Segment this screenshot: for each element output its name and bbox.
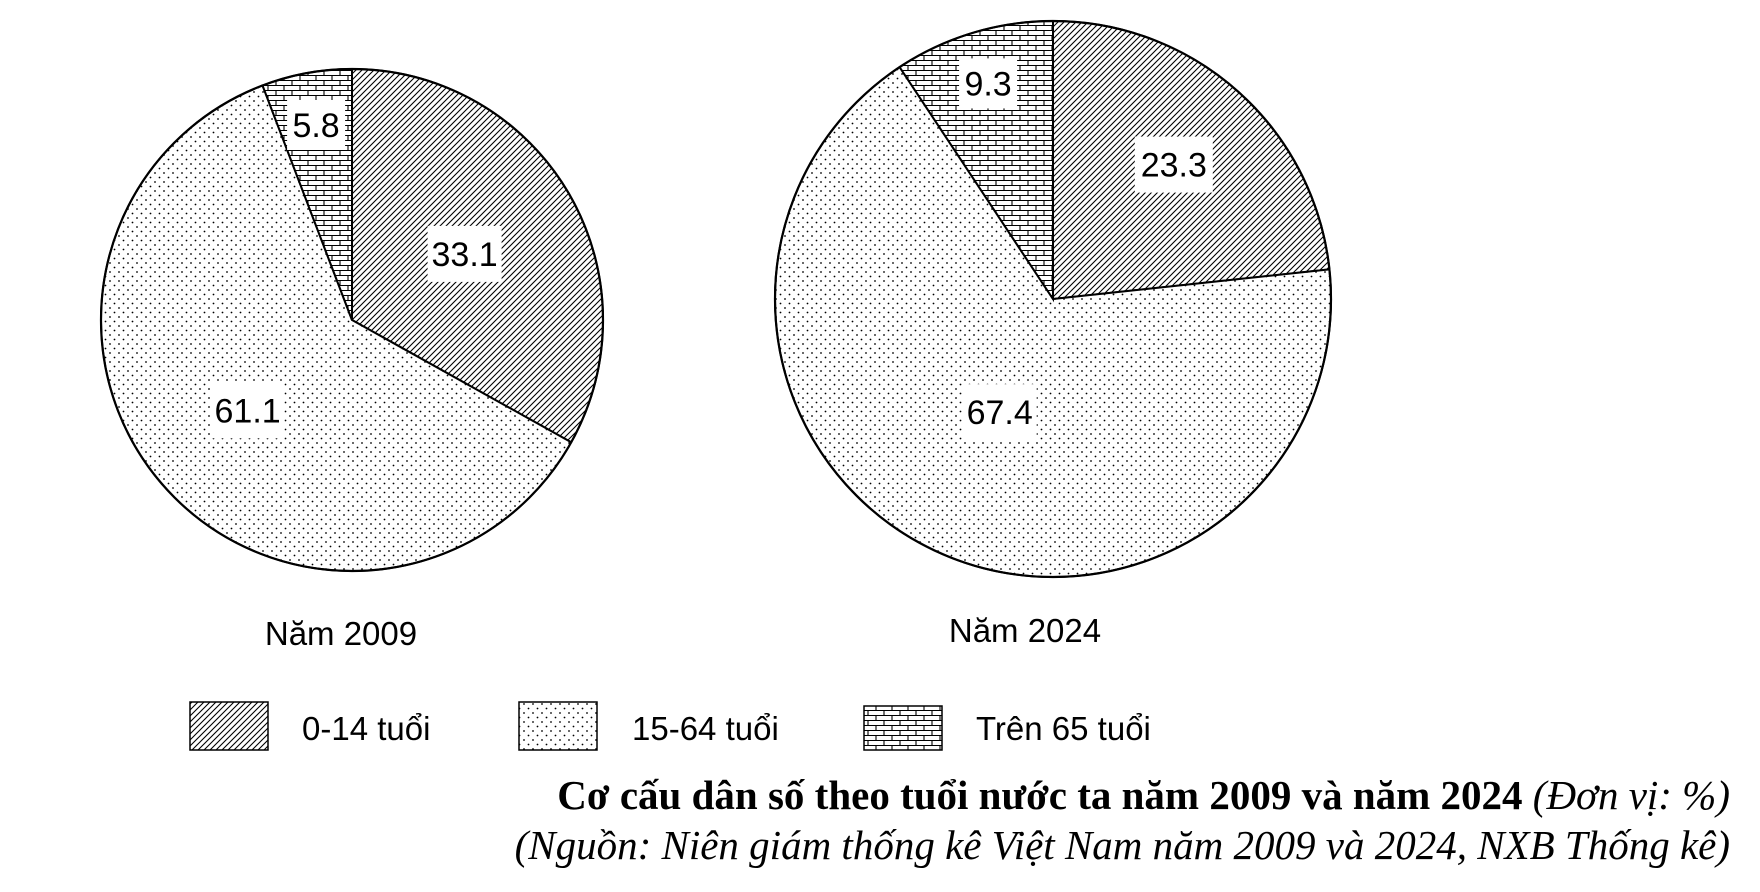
data-label-box xyxy=(962,384,1037,441)
data-label-15-64: 67.4 xyxy=(967,394,1033,432)
pie-2009: 33.1 61.1 5.8 xyxy=(99,67,605,573)
pie-2024: 23.3 67.4 9.3 xyxy=(773,19,1333,579)
pie-chart-figure: 33.1 61.1 5.8 23.3 67.4 9.3 Năm 2009 Năm 202… xyxy=(99,19,1333,751)
chart-caption: Cơ cấu dân số theo tuổi nước ta năm 2009… xyxy=(230,770,1730,870)
data-label-15-64: 61.1 xyxy=(215,392,281,430)
data-label-0-14: 33.1 xyxy=(432,236,498,274)
chart-title: Cơ cấu dân số theo tuổi nước ta năm 2009… xyxy=(557,772,1523,818)
data-label-box xyxy=(210,382,285,439)
legend-item-0-14: 0-14 tuổi xyxy=(189,701,430,751)
legend-label-0-14: 0-14 tuổi xyxy=(302,710,430,747)
pie-2024-caption: Năm 2024 xyxy=(949,612,1101,649)
legend-label-15-64: 15-64 tuổi xyxy=(632,710,779,747)
legend-swatch-brick xyxy=(863,705,943,751)
legend-swatch-hatch xyxy=(189,701,269,751)
legend-item-15-64: 15-64 tuổi xyxy=(518,701,779,751)
data-label-box xyxy=(1134,136,1213,193)
data-label-box xyxy=(959,58,1018,109)
chart-title-line: Cơ cấu dân số theo tuổi nước ta năm 2009… xyxy=(230,770,1730,820)
pie-2009-caption: Năm 2009 xyxy=(265,615,417,652)
data-label-box xyxy=(287,100,346,150)
data-label-65-plus: 9.3 xyxy=(964,65,1011,103)
legend-label-65-plus: Trên 65 tuổi xyxy=(976,710,1151,747)
legend-swatch-dots xyxy=(518,701,598,751)
data-label-0-14: 23.3 xyxy=(1141,147,1207,185)
pie-outline xyxy=(773,19,1333,579)
chart-unit: (Đơn vị: %) xyxy=(1532,772,1730,818)
pie-outline xyxy=(99,67,605,573)
data-label-65-plus: 5.8 xyxy=(292,107,339,145)
chart-source: (Nguồn: Niên giám thống kê Việt Nam năm … xyxy=(514,822,1730,868)
legend: 0-14 tuổi 15-64 tuổi Trên 65 tuổi xyxy=(189,701,1151,751)
legend-item-65-plus: Trên 65 tuổi xyxy=(863,705,1151,751)
data-label-box xyxy=(427,225,502,282)
